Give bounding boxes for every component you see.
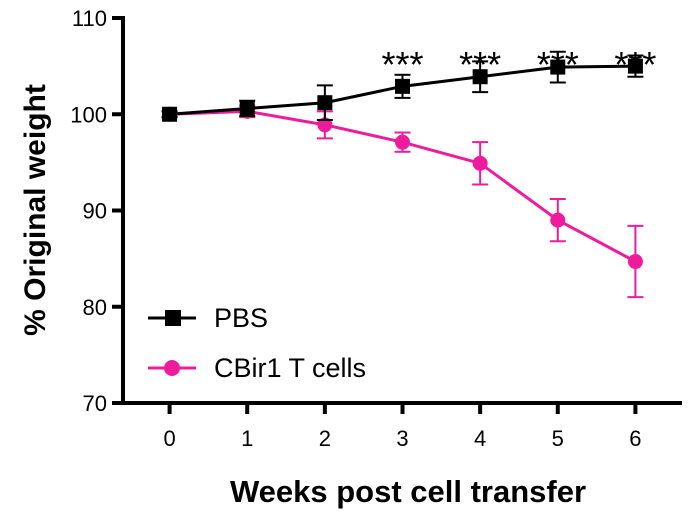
significance-marker: *** (459, 44, 501, 85)
significance-annotations: *** *** *** *** (381, 44, 656, 85)
x-axis-title: Weeks post cell transfer (230, 474, 586, 509)
y-tick-label: 100 (70, 102, 107, 127)
data-point (395, 78, 410, 94)
y-axis-title: % Original weight (19, 84, 52, 336)
series-layer (161, 50, 644, 299)
x-tick-label: 4 (474, 426, 486, 451)
data-point (162, 106, 178, 122)
legend-marker (165, 310, 181, 326)
x-tick-label: 3 (396, 426, 408, 451)
significance-marker: *** (614, 44, 656, 85)
x-tick-label: 0 (163, 426, 175, 451)
y-tick-label: 80 (83, 295, 107, 320)
data-point (395, 134, 410, 150)
legend-item-cbir1: CBir1 T cells (148, 353, 366, 383)
axes: 70 80 90 100 110 0 1 2 3 4 5 6 (70, 6, 682, 451)
data-point (317, 95, 333, 111)
data-point (627, 254, 643, 270)
data-point (550, 212, 566, 228)
x-tick-label: 6 (629, 426, 641, 451)
y-tick-label: 90 (83, 199, 107, 224)
legend-marker (164, 360, 180, 376)
significance-marker: *** (537, 44, 579, 85)
data-point (239, 100, 255, 116)
data-point (472, 69, 488, 85)
legend-label: CBir1 T cells (214, 353, 366, 383)
data-point (550, 59, 566, 75)
legend-label: PBS (214, 303, 268, 333)
significance-marker: *** (381, 44, 423, 85)
data-point (317, 117, 333, 133)
x-tick-label: 1 (241, 426, 253, 451)
data-point (627, 58, 643, 74)
series-pbs (161, 50, 644, 122)
data-point (472, 155, 488, 171)
y-tick-label: 70 (83, 391, 107, 416)
y-tick-label: 110 (72, 6, 107, 31)
legend: PBS CBir1 T cells (148, 303, 366, 383)
legend-item-pbs: PBS (148, 303, 268, 333)
series-cbir1 (161, 103, 644, 299)
x-tick-label: 2 (319, 426, 331, 451)
x-tick-label: 5 (552, 426, 564, 451)
